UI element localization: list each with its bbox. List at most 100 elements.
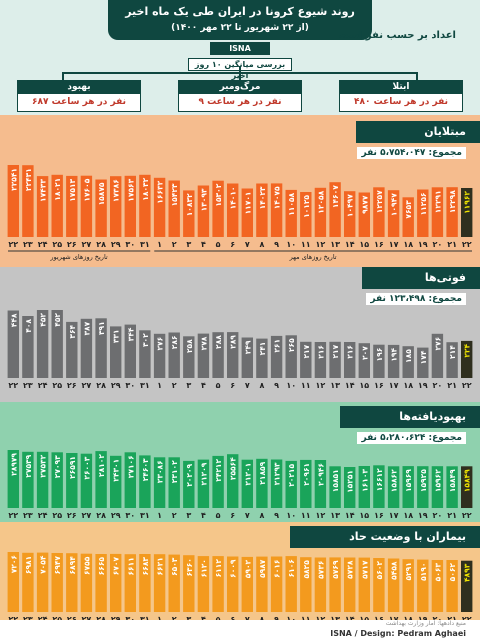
bar-critical-7: [110, 553, 122, 612]
label-deaths-1: ۴۰۸: [24, 319, 33, 333]
bar-cases-25: [373, 187, 385, 237]
tick-recovered-9: ۳۱: [140, 511, 150, 520]
tick-cases-22: ۱۳: [330, 240, 340, 249]
label-cases-13: ۱۳۰۹۳: [199, 188, 208, 211]
tick-critical-26: ۱۷: [389, 615, 399, 620]
tick-deaths-16: ۷: [245, 381, 250, 390]
label-critical-29: ۵۰۶۳: [433, 563, 442, 582]
stat-infections-value: ۴۸۰ نفر در هر ساعت: [353, 97, 449, 107]
cases-total: مجموع: ۵،۷۵۴،۰۴۷ نفر: [357, 147, 466, 159]
label-deaths-20: ۲۱۷: [302, 344, 311, 358]
label-cases-21: ۱۲۰۵۸: [316, 190, 325, 213]
tick-cases-3: ۲۵: [52, 240, 62, 249]
recovered-total: مجموع: ۵،۲۸۰،۶۲۴ نفر: [357, 432, 466, 444]
design-credit: ISNA / Design: Pedram Aghaei: [330, 629, 466, 638]
tick-deaths-24: ۱۵: [359, 381, 369, 390]
tick-deaths-17: ۸: [259, 381, 264, 390]
bar-cases-8: [124, 175, 136, 237]
axis-label-shahrivar: تاریخ روزهای شهریور: [49, 253, 108, 261]
tick-cases-5: ۲۷: [82, 240, 92, 249]
critical-chart: ۷۲۰۶۲۲۶۹۸۱۲۳۷۰۵۴۲۴۶۹۴۷۲۵۶۸۹۴۲۶۶۷۵۵۲۷۶۶۶۵…: [7, 552, 473, 620]
label-critical-9: ۶۶۸۳: [141, 557, 150, 576]
label-critical-3: ۶۹۴۷: [53, 556, 62, 575]
tick-critical-16: ۷: [245, 615, 250, 620]
tick-cases-13: ۴: [201, 240, 206, 249]
bar-deaths-6: [95, 318, 107, 378]
stat-recovered-value: ۶۸۷ نفر در هر ساعت: [31, 97, 127, 107]
bar-deaths-11: [168, 332, 180, 378]
label-cases-7: ۱۷۳۸۶: [112, 179, 121, 202]
bar-cases-11: [168, 180, 180, 237]
tick-deaths-14: ۵: [216, 381, 221, 390]
bar-cases-10: [153, 177, 166, 237]
label-recovered-24: ۱۶۱۰۳: [360, 469, 369, 492]
bar-cases-15: [227, 183, 239, 237]
bar-recovered-11: [168, 457, 180, 508]
bar-deaths-17: [256, 338, 268, 378]
connector-left: [62, 72, 64, 80]
label-critical-5: ۶۷۵۵: [82, 556, 91, 575]
tick-deaths-10: ۱: [157, 381, 162, 390]
label-cases-8: ۱۷۵۶۳: [126, 178, 135, 201]
tick-critical-2: ۲۴: [38, 615, 48, 620]
tick-recovered-16: ۷: [245, 511, 250, 520]
bar-deaths-7: [110, 326, 122, 378]
bar-cases-14: [212, 180, 224, 237]
bar-critical-15: [227, 556, 239, 612]
label-recovered-19: ۲۰۲۱۵: [287, 463, 296, 486]
label-cases-0: ۲۲۵۴۱: [9, 168, 18, 191]
label-cases-25: ۱۲۲۵۷: [375, 190, 384, 213]
tick-recovered-8: ۳۰: [125, 511, 135, 520]
title-box: روند شیوع کرونا در ایران طی یک ماه اخیر …: [108, 0, 372, 40]
tick-cases-26: ۱۷: [389, 240, 399, 249]
bar-recovered-14: [212, 455, 224, 508]
label-critical-14: ۶۱۱۲: [214, 559, 223, 578]
label-deaths-31: ۲۲۴: [463, 343, 472, 357]
bar-deaths-16: [241, 337, 253, 378]
tick-deaths-18: ۹: [274, 381, 279, 390]
bar-deaths-21: [314, 342, 327, 378]
tick-deaths-26: ۱۷: [389, 381, 399, 390]
bar-critical-8: [124, 554, 136, 612]
label-deaths-16: ۲۴۹: [243, 340, 252, 354]
tick-recovered-23: ۱۴: [345, 511, 355, 520]
label-critical-7: ۶۷۰۷: [112, 556, 121, 575]
label-cases-9: ۱۸۰۳۲: [141, 177, 150, 200]
bar-recovered-23: [344, 467, 356, 508]
label-recovered-1: ۲۷۵۳۹: [24, 454, 33, 477]
label-critical-4: ۶۸۹۴: [68, 556, 77, 575]
tick-critical-22: ۱۳: [330, 615, 340, 620]
bar-recovered-20: [300, 459, 312, 508]
label-recovered-3: ۲۷۰۹۳: [53, 455, 62, 478]
tick-recovered-13: ۴: [201, 511, 206, 520]
deaths-section: فوتی‌ها مجموع: ۱۲۳،۴۹۸ نفر ۴۴۸ ۲۲ ۴۰۸ ۲۳ ۴۵۲…: [0, 267, 480, 402]
bar-deaths-15: [227, 332, 239, 378]
bar-cases-16: [241, 188, 253, 237]
label-critical-15: ۶۰۰۹: [229, 559, 238, 578]
label-recovered-30: ۱۵۸۴۹: [448, 469, 457, 492]
label-deaths-4: ۳۶۴: [68, 324, 77, 338]
tick-recovered-18: ۹: [274, 511, 279, 520]
label-critical-11: ۶۵۰۳: [170, 557, 179, 576]
label-deaths-10: ۲۷۶: [156, 337, 165, 351]
bar-critical-19: [285, 556, 297, 612]
bar-deaths-9: [139, 330, 151, 378]
tick-recovered-5: ۲۷: [82, 511, 92, 520]
label-recovered-6: ۲۸۱۰۲: [97, 454, 106, 477]
label-cases-30: ۱۲۲۹۸: [448, 190, 457, 213]
tick-recovered-19: ۱۰: [286, 511, 296, 520]
bar-cases-5: [80, 175, 93, 237]
bar-cases-30: [446, 187, 458, 237]
tick-critical-23: ۱۴: [345, 615, 355, 620]
label-critical-25: ۵۶۰۲: [375, 561, 384, 580]
tick-critical-21: ۱۲: [316, 615, 326, 620]
bar-critical-13: [197, 556, 210, 612]
tick-cases-31: ۲۲: [462, 240, 472, 249]
bar-cases-31: [461, 188, 473, 237]
tick-recovered-30: ۲۱: [447, 511, 457, 520]
label-deaths-30: ۲۱۴: [448, 345, 457, 359]
bar-recovered-30: [446, 466, 458, 508]
label-cases-11: ۱۵۴۲۳: [170, 183, 179, 206]
bar-cases-18: [270, 183, 283, 237]
label-cases-6: ۱۵۸۷۵: [97, 182, 106, 205]
